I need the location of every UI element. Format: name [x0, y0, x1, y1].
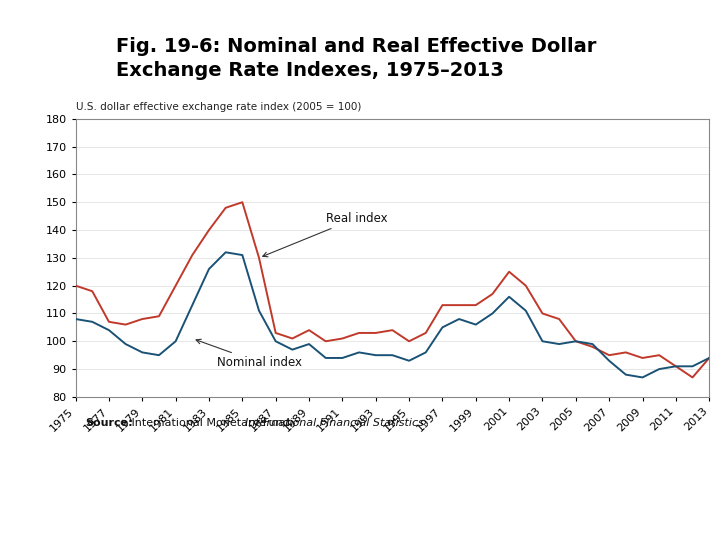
Text: 19-47: 19-47 [675, 501, 706, 511]
Text: International Financial Statistics.: International Financial Statistics. [246, 417, 428, 428]
Text: Source:: Source: [85, 417, 132, 428]
Text: $: $ [31, 25, 66, 72]
Text: International Monetary Fund,: International Monetary Fund, [128, 417, 297, 428]
Text: U.S. dollar effective exchange rate index (2005 = 100): U.S. dollar effective exchange rate inde… [76, 102, 361, 112]
Text: Real index: Real index [263, 212, 387, 256]
Text: Copyright ©2015 Pearson Education, Inc. All rights reserved.: Copyright ©2015 Pearson Education, Inc. … [14, 501, 333, 511]
Text: Nominal index: Nominal index [196, 339, 302, 369]
Text: Fig. 19-6: Nominal and Real Effective Dollar
Exchange Rate Indexes, 1975–2013: Fig. 19-6: Nominal and Real Effective Do… [116, 37, 596, 80]
